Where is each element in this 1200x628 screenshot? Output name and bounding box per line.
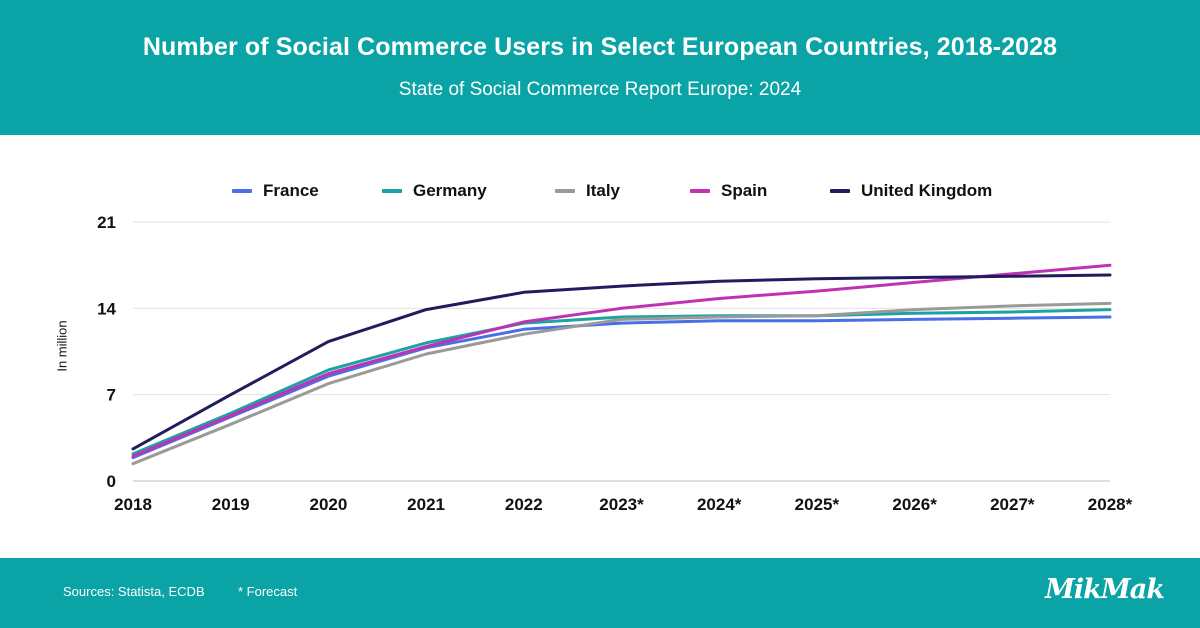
x-tick-label: 2027* xyxy=(990,495,1035,514)
sources-note: Sources: Statista, ECDB xyxy=(63,584,205,599)
legend-item: Italy xyxy=(555,178,620,204)
legend-item: Germany xyxy=(382,178,487,204)
series-line-france xyxy=(131,315,1112,460)
series-line-italy xyxy=(131,301,1112,466)
y-tick-label: 14 xyxy=(97,299,116,318)
legend-item: United Kingdom xyxy=(830,178,992,204)
mikmak-logo: MikMak xyxy=(1045,574,1165,605)
legend-item: Spain xyxy=(690,178,767,204)
y-tick-label: 7 xyxy=(107,386,116,405)
legend-label: Italy xyxy=(586,181,621,200)
legend-swatch xyxy=(555,189,575,193)
chart-subtitle: State of Social Commerce Report Europe: … xyxy=(398,79,802,100)
legend-swatch xyxy=(382,189,402,193)
x-tick-label: 2022 xyxy=(505,495,543,514)
series-line-germany xyxy=(131,308,1112,456)
series-line-spain xyxy=(131,263,1112,458)
y-tick-label: 0 xyxy=(107,472,116,491)
x-tick-label: 2018 xyxy=(114,495,152,514)
legend-label: France xyxy=(263,181,319,200)
legend-label: United Kingdom xyxy=(861,181,993,200)
legend-label: Spain xyxy=(721,181,768,200)
chart-footer: Sources: Statista, ECDB * Forecast MikMa… xyxy=(0,558,1200,628)
x-tick-label: 2019 xyxy=(212,495,250,514)
legend-swatch xyxy=(690,189,710,193)
legend-item: France xyxy=(232,178,319,204)
legend-swatch xyxy=(830,189,850,193)
series-line-united-kingdom xyxy=(131,273,1112,451)
chart-legend: France Germany Italy Spain United Kingdom xyxy=(0,178,1200,204)
x-tick-label: 2028* xyxy=(1088,495,1133,514)
x-tick-label: 2025* xyxy=(795,495,840,514)
chart-title: Number of Social Commerce Users in Selec… xyxy=(142,33,1058,61)
y-tick-label: 21 xyxy=(97,213,116,232)
x-tick-label: 2023* xyxy=(599,495,644,514)
forecast-note: * Forecast xyxy=(238,584,298,599)
chart-header: Number of Social Commerce Users in Selec… xyxy=(0,0,1200,135)
x-tick-label: 2024* xyxy=(697,495,742,514)
legend-swatch xyxy=(232,189,252,193)
x-tick-label: 2020 xyxy=(309,495,347,514)
x-tick-label: 2026* xyxy=(892,495,937,514)
x-tick-label: 2021 xyxy=(407,495,445,514)
legend-label: Germany xyxy=(413,181,487,200)
